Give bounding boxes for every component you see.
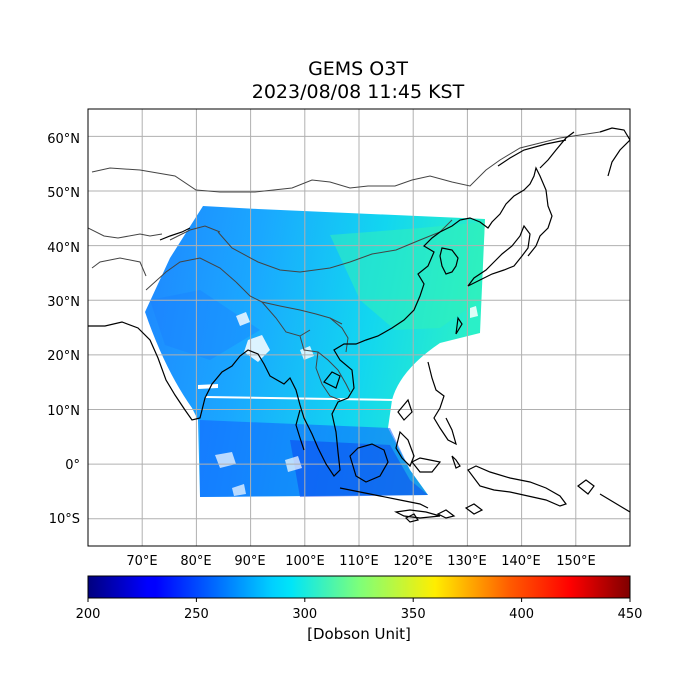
lat-tick-label: 40°N	[47, 241, 80, 256]
lat-tick-label: 60°N	[47, 132, 80, 147]
lon-tick-label: 140°E	[501, 554, 541, 569]
lon-tick-label: 70°E	[126, 554, 157, 569]
lon-tick-label: 110°E	[339, 554, 379, 569]
longitude-labels: 70°E 80°E 90°E 100°E 110°E 120°E 130°E 1…	[126, 554, 595, 569]
map-title: GEMS O3T	[308, 58, 408, 80]
colorbar-tick-label: 350	[401, 607, 426, 622]
coastlines	[88, 127, 630, 523]
colorbar-tick-label: 300	[292, 607, 317, 622]
lon-tick-label: 100°E	[285, 554, 325, 569]
latitude-labels: 60°N 50°N 40°N 30°N 20°N 10°N 0° 10°S	[47, 132, 80, 527]
lat-tick-label: 0°	[65, 458, 80, 473]
map-subtitle-datetime: 2023/08/08 11:45 KST	[251, 81, 465, 103]
lon-tick-label: 120°E	[393, 554, 433, 569]
colorbar: 200 250 300 350 400 450 [Dobson Unit]	[76, 575, 643, 643]
lon-tick-label: 90°E	[234, 554, 265, 569]
lat-tick-label: 30°N	[47, 295, 80, 310]
colorbar-tick-label: 400	[509, 607, 534, 622]
colorbar-tick-labels: 200 250 300 350 400 450	[76, 607, 643, 622]
lon-tick-label: 150°E	[556, 554, 596, 569]
map-gridlines	[88, 109, 630, 546]
colorbar-label: [Dobson Unit]	[307, 625, 411, 643]
colorbar-tick-label: 250	[184, 607, 209, 622]
colorbar-ticks	[87, 598, 631, 602]
colorbar-tick-label: 450	[618, 607, 643, 622]
colorbar-tick-label: 200	[76, 607, 101, 622]
lat-tick-label: 10°S	[49, 512, 80, 527]
lon-tick-label: 130°E	[447, 554, 487, 569]
lat-tick-label: 50°N	[47, 186, 80, 201]
lon-tick-label: 80°E	[180, 554, 211, 569]
colorbar-gradient	[87, 575, 631, 599]
lat-tick-label: 20°N	[47, 349, 80, 364]
lat-tick-label: 10°N	[47, 404, 80, 419]
map-frame	[87, 108, 631, 547]
map-panel	[88, 109, 630, 546]
country-borders	[88, 131, 601, 401]
